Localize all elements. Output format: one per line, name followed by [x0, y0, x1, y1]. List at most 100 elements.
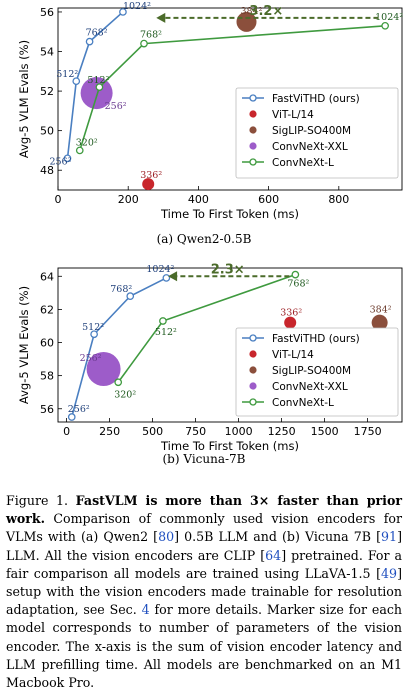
legend-marker: [249, 94, 257, 102]
data-label: 768²: [140, 30, 162, 41]
data-point: [80, 77, 113, 110]
data-point: [119, 8, 127, 16]
data-label: 512²: [82, 322, 104, 333]
x-tick-label: 400: [188, 193, 209, 206]
data-label: 256²: [49, 156, 71, 167]
caption-bold: FastVLM is more than 3× faster than prio…: [6, 493, 402, 527]
plot-frame: [57, 267, 403, 423]
data-label: 1024²: [123, 1, 151, 12]
legend-marker: [249, 126, 257, 134]
speedup-arrow-head: [168, 271, 178, 282]
data-point: [140, 39, 148, 48]
legend-marker: [249, 110, 257, 118]
legend-entry: SigLIP-SO400M: [272, 365, 351, 377]
chart-vicuna: 0 250 500 750 1000 1250 1500 1750 56 58 60 62 64 Time…: [0, 262, 408, 472]
y-tick-label: 58: [40, 370, 54, 383]
caption-text: ] pretrained. For a fair comparison all …: [6, 547, 402, 581]
caption-text: ] LLM. All the vision encoders are CLIP …: [6, 529, 402, 563]
caption-text: ] setup with the vision encoders made tr…: [6, 565, 402, 618]
legend-entry: FastViTHD (ours): [272, 93, 360, 105]
legend-entry: ViT-L/14: [272, 109, 314, 121]
x-axis-label: Time To First Token (ms): [160, 439, 299, 452]
legend-box: [235, 87, 399, 179]
data-label: 336²: [280, 308, 302, 319]
data-label: 256²: [80, 353, 102, 364]
y-tick-label: 60: [40, 337, 54, 350]
data-point: [159, 317, 167, 325]
legend-entry: ConvNeXt-L: [272, 397, 334, 409]
data-label: 320²: [76, 137, 98, 148]
y-tick-label: 62: [40, 303, 54, 316]
legend-marker: [249, 398, 257, 406]
data-label: 256²: [68, 404, 90, 415]
speedup-label: 2.3×: [211, 262, 245, 277]
x-tick-label: 1500: [311, 425, 339, 438]
data-point: [291, 270, 300, 279]
data-point: [90, 330, 98, 339]
x-axis-label: Time To First Token (ms): [160, 207, 299, 221]
x-tick-label: 1250: [268, 425, 296, 438]
y-axis-label: Avg-5 VLM Evals (%): [17, 40, 31, 158]
data-label: 384²: [370, 305, 392, 316]
caption-text: for more details. Marker size for each m…: [6, 602, 402, 691]
subcaption-a: (a) Qwen2-0.5B: [156, 232, 252, 246]
series-line: [66, 11, 124, 159]
chart-qwen2-plot: 0 200 400 600 800 48 50 52 54 56 Time To First Tok…: [17, 1, 403, 221]
speedup-arrow-head: [156, 12, 166, 23]
caption-body: Comparison of commonly used vision encod…: [6, 511, 402, 690]
caption-label: Figure 1.: [6, 493, 69, 508]
series-line: [78, 25, 386, 151]
x-tick-label: 600: [258, 193, 279, 206]
data-point: [86, 352, 121, 387]
data-point: [162, 274, 171, 282]
y-tick-label: 56: [40, 403, 54, 416]
caption-ref[interactable]: 64: [265, 547, 282, 563]
y-tick-label: 54: [40, 46, 54, 59]
legend-entry: ConvNeXt-L: [272, 157, 334, 169]
chart-vicuna-plot: 0 250 500 750 1000 1250 1500 1750 56 58 60 62 64 Time…: [17, 262, 403, 452]
y-axis-label: Avg-5 VLM Evals (%): [17, 286, 31, 404]
legend-entry: ViT-L/14: [272, 349, 314, 361]
y-tick-label: 52: [40, 85, 54, 98]
legend-box: [235, 327, 399, 417]
x-tick-label: 1000: [225, 425, 253, 438]
data-label: 336²: [140, 170, 162, 181]
data-label: 256²: [105, 101, 127, 112]
data-label: 512²: [87, 75, 109, 86]
data-label: 512²: [56, 69, 78, 80]
series-line: [70, 277, 167, 418]
data-point: [381, 21, 390, 30]
x-tick-label: 500: [142, 425, 163, 438]
y-tick-label: 48: [40, 164, 54, 177]
legend-entry: ConvNeXt-XXL: [272, 141, 348, 153]
caption-ref[interactable]: 91: [381, 529, 398, 545]
y-tick-label: 50: [40, 125, 54, 138]
legend-entry: SigLIP-SO400M: [272, 125, 351, 137]
legend-marker: [249, 366, 257, 374]
data-point: [72, 77, 81, 86]
caption-ref[interactable]: 4: [141, 602, 150, 618]
x-tick-label: 0: [55, 193, 62, 206]
data-point: [63, 154, 72, 163]
data-point: [142, 178, 155, 191]
data-point: [67, 413, 76, 421]
data-label: 384²: [240, 6, 262, 17]
y-tick-label: 64: [40, 270, 54, 283]
legend-entry: ConvNeXt-XXL: [272, 381, 348, 393]
x-tick-label: 250: [99, 425, 120, 438]
data-label: 768²: [110, 284, 132, 295]
plot-frame: [57, 7, 403, 191]
caption-ref[interactable]: 80: [158, 529, 175, 545]
x-tick-label: 200: [118, 193, 139, 206]
data-point: [114, 378, 123, 387]
data-point: [85, 37, 94, 46]
figure-caption: Figure 1. FastVLM is more than 3× faster…: [6, 492, 402, 692]
data-label: 1024²: [146, 264, 174, 275]
data-point: [284, 316, 297, 329]
data-point: [75, 146, 84, 155]
x-tick-label: 750: [185, 425, 206, 438]
caption-ref[interactable]: 49: [381, 565, 398, 581]
data-label: 320²: [114, 389, 136, 400]
legend-marker: [249, 382, 257, 390]
data-label: 512²: [155, 327, 177, 338]
